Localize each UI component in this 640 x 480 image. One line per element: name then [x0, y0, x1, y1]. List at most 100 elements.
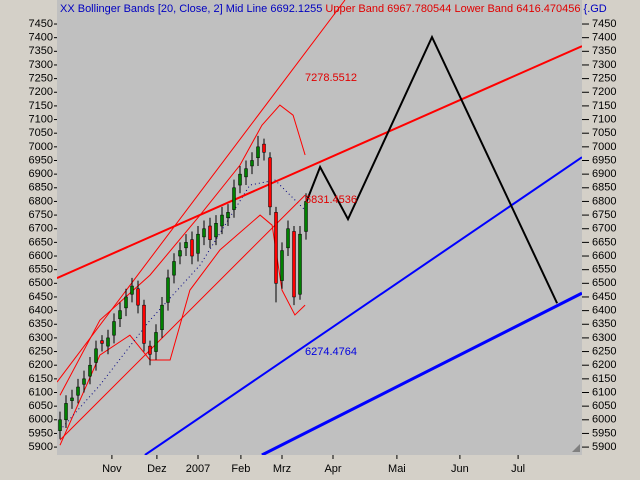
y-tick-label: 7400 [29, 32, 53, 44]
y-tick-label: 5900 [592, 441, 616, 453]
candle-body [292, 231, 296, 298]
y-tick-label: 7150 [29, 100, 53, 112]
y-tick-label: 6050 [592, 400, 616, 412]
drawn-line [59, 104, 306, 396]
y-tick-label: 7450 [29, 18, 53, 30]
drawn-line [57, 0, 346, 383]
x-tick-label: Jul [511, 463, 525, 475]
x-tick-label: 2007 [186, 463, 210, 475]
y-tick-label: 6350 [592, 318, 616, 330]
candle-body [286, 228, 290, 249]
candle-body [76, 386, 80, 396]
candle-body [304, 201, 308, 232]
y-tick-label: 7350 [29, 45, 53, 57]
y-tick-label: 6150 [592, 373, 616, 385]
y-tick-label: 5950 [29, 427, 53, 439]
y-tick-label: 7400 [592, 32, 616, 44]
drawn-line [304, 34, 559, 304]
y-tick-label: 6750 [29, 209, 53, 221]
y-tick-label: 7000 [29, 141, 53, 153]
marks [57, 0, 582, 455]
y-tick-label: 6700 [592, 223, 616, 235]
y-tick-label: 6750 [592, 209, 616, 221]
candle-body [232, 187, 236, 210]
y-tick-label: 6400 [592, 305, 616, 317]
y-tick-label: 6450 [29, 291, 53, 303]
x-tick-label: Jun [451, 463, 469, 475]
y-tick-label: 6450 [592, 291, 616, 303]
y-tick-label: 6550 [29, 264, 53, 276]
candle-body [262, 143, 266, 153]
title-part: {.GD [584, 3, 607, 15]
candle-body [280, 250, 284, 281]
y-tick-label: 7100 [592, 113, 616, 125]
y-tick-label: 6050 [29, 400, 53, 412]
candle-body [202, 228, 206, 238]
y-tick-label: 7150 [592, 100, 616, 112]
drawn-line [59, 214, 306, 446]
x-tick-label: Apr [324, 463, 341, 475]
annotation: 6831.4536 [305, 194, 357, 206]
y-tick-label: 6300 [29, 332, 53, 344]
y-tick-label: 6950 [29, 154, 53, 166]
candle-body [244, 168, 248, 178]
drawn-line [59, 179, 306, 431]
x-tick-label: Nov [102, 463, 122, 475]
y-tick-label: 6850 [592, 182, 616, 194]
title-part: XX Bollinger Bands [20, Close, 2] Mid Li… [60, 3, 322, 15]
candle-body [256, 146, 260, 159]
y-tick-label: 6000 [592, 414, 616, 426]
drawn-line [59, 194, 306, 441]
y-tick-label: 7300 [592, 59, 616, 71]
title-part: Upper Band 6967.780544 Lower Band 6416.4… [325, 3, 580, 15]
y-tick-label: 6400 [29, 305, 53, 317]
y-tick-label: 6600 [29, 250, 53, 262]
y-tick-label: 6100 [29, 386, 53, 398]
y-tick-label: 7050 [592, 127, 616, 139]
y-tick-label: 6850 [29, 182, 53, 194]
candle-body [250, 160, 254, 167]
candle-body [118, 310, 122, 320]
y-tick-label: 6650 [29, 236, 53, 248]
candle-body [142, 304, 146, 344]
y-tick-label: 6000 [29, 414, 53, 426]
y-tick-label: 7350 [592, 45, 616, 57]
candle-body [106, 337, 110, 347]
y-tick-label: 6100 [592, 386, 616, 398]
candle-body [94, 348, 98, 363]
candle-body [190, 239, 194, 257]
y-tick-label: 6600 [592, 250, 616, 262]
candle-body [220, 214, 224, 227]
candle-body [82, 378, 86, 385]
candle-body [298, 233, 302, 295]
candle-body [178, 250, 182, 257]
candle-body [160, 304, 164, 330]
y-tick-label: 6500 [592, 277, 616, 289]
y-tick-label: 6900 [29, 168, 53, 180]
x-tick-label: Dez [147, 463, 167, 475]
y-tick-label: 7250 [29, 73, 53, 85]
corner-glyph [572, 444, 580, 452]
candle-body [166, 277, 170, 303]
y-tick-label: 6250 [592, 345, 616, 357]
y-tick-label: 7100 [29, 113, 53, 125]
candle-body [112, 321, 116, 336]
y-tick-label: 6200 [592, 359, 616, 371]
candle-body [70, 397, 74, 401]
candle-body [238, 173, 242, 186]
y-tick-label: 7450 [592, 18, 616, 30]
candle-body [130, 285, 134, 295]
y-tick-label: 6900 [592, 168, 616, 180]
candle-body [154, 332, 158, 352]
candle-body [274, 212, 278, 284]
y-tick-label: 6300 [592, 332, 616, 344]
x-tick-label: Mai [388, 463, 406, 475]
candle-body [88, 364, 92, 377]
candle-body [64, 403, 68, 421]
candle-body [136, 288, 140, 306]
y-tick-label: 6500 [29, 277, 53, 289]
candle-body [214, 223, 218, 238]
x-tick-label: Feb [231, 463, 250, 475]
candle-body [208, 225, 212, 240]
